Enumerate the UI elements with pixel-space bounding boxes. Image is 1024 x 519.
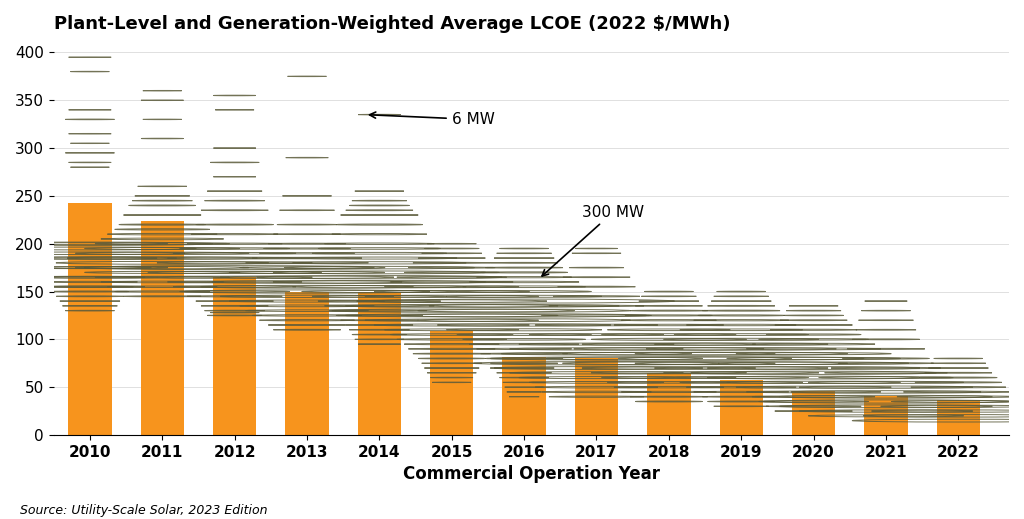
Bar [357, 292, 401, 435]
Bar [647, 373, 690, 435]
Text: Source: Utility-Scale Solar, 2023 Edition: Source: Utility-Scale Solar, 2023 Editio… [20, 504, 268, 517]
Bar [503, 357, 546, 435]
Bar [864, 396, 907, 435]
Bar [140, 221, 184, 435]
X-axis label: Commercial Operation Year: Commercial Operation Year [402, 465, 659, 483]
Bar [792, 391, 836, 435]
Text: 6 MW: 6 MW [370, 112, 495, 127]
Bar [213, 277, 256, 435]
Bar [937, 400, 980, 435]
Text: Plant-Level and Generation-Weighted Average LCOE (2022 $/MWh): Plant-Level and Generation-Weighted Aver… [53, 15, 730, 33]
Bar [720, 380, 763, 435]
Bar [69, 202, 112, 435]
Bar [574, 359, 618, 435]
Text: 300 MW: 300 MW [542, 204, 644, 276]
Bar [430, 331, 473, 435]
Bar [286, 292, 329, 435]
